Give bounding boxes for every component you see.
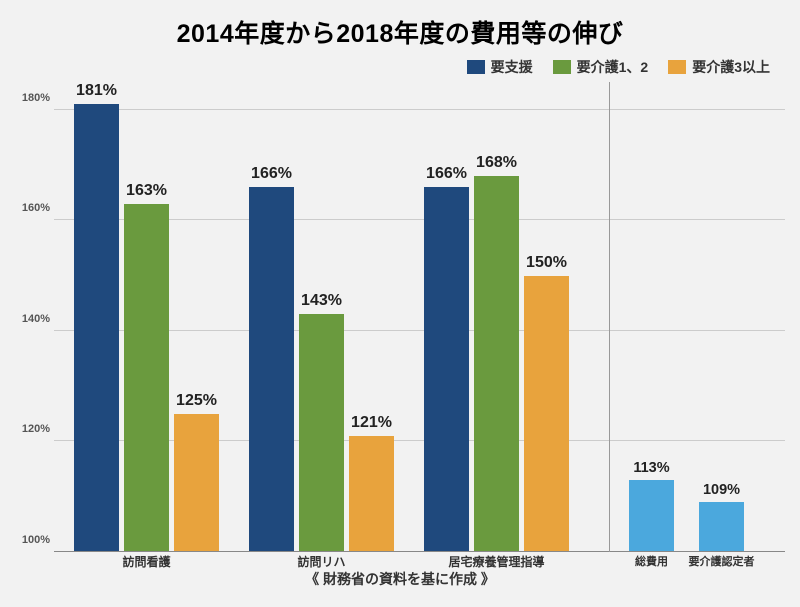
legend-item: 要介護3以上 xyxy=(668,57,770,77)
plot-area: 100%120%140%160%180% 181%163%125%166%143… xyxy=(54,82,785,552)
x-category-label: 訪問リハ xyxy=(297,553,345,570)
bar: 168% xyxy=(474,176,519,552)
legend-swatch xyxy=(467,60,485,74)
chart-title: 2014年度から2018年度の費用等の伸び xyxy=(0,0,800,50)
bar-value-label: 143% xyxy=(301,292,342,310)
y-tick-label: 100% xyxy=(22,534,50,546)
x-category-label: 訪問看護 xyxy=(122,553,170,570)
bar-value-label: 163% xyxy=(126,182,167,200)
y-tick-label: 180% xyxy=(22,92,50,104)
legend-label: 要介護3以上 xyxy=(692,57,770,77)
y-tick-label: 160% xyxy=(22,202,50,214)
y-tick-label: 120% xyxy=(22,423,50,435)
legend-label: 要支援 xyxy=(491,57,533,77)
bar: 125% xyxy=(174,414,219,552)
bar-extra: 109% xyxy=(699,502,744,552)
bar: 163% xyxy=(124,204,169,552)
bar-extra: 113% xyxy=(629,480,674,552)
bar: 166% xyxy=(249,187,294,552)
bar: 181% xyxy=(74,104,119,552)
bar-value-label: 150% xyxy=(526,254,567,272)
chart-footer: 《 財務省の資料を基に作成 》 xyxy=(0,569,800,589)
bars-layer: 181%163%125%166%143%121%166%168%150%113%… xyxy=(54,82,785,552)
bar-value-label: 113% xyxy=(633,460,669,476)
bar: 150% xyxy=(524,276,569,552)
legend-swatch xyxy=(553,60,571,74)
bar-value-label: 121% xyxy=(351,414,392,432)
bar-value-label: 168% xyxy=(476,154,517,172)
bar: 121% xyxy=(349,436,394,552)
bar-value-label: 166% xyxy=(426,165,467,183)
bar: 143% xyxy=(299,314,344,552)
legend-swatch xyxy=(668,60,686,74)
baseline xyxy=(54,551,785,552)
bar-value-label: 166% xyxy=(251,165,292,183)
bar: 166% xyxy=(424,187,469,552)
legend: 要支援 要介護1、2 要介護3以上 xyxy=(467,57,770,77)
x-category-label: 要介護認定者 xyxy=(689,553,755,569)
y-axis: 100% 120% 140% 160% 180% xyxy=(16,82,54,552)
legend-item: 要介護1、2 xyxy=(553,57,649,77)
x-category-label: 総費用 xyxy=(635,553,668,569)
bar-value-label: 109% xyxy=(703,482,740,498)
y-tick-label: 140% xyxy=(22,313,50,325)
x-axis-labels: 訪問看護 訪問リハ 居宅療養管理指導 総費用 要介護認定者 xyxy=(54,553,785,567)
legend-item: 要支援 xyxy=(467,57,533,77)
legend-label: 要介護1、2 xyxy=(577,57,649,77)
x-category-label: 居宅療養管理指導 xyxy=(448,553,544,570)
bar-value-label: 181% xyxy=(76,82,117,100)
bar-value-label: 125% xyxy=(176,392,217,410)
chart-container: 2014年度から2018年度の費用等の伸び 要支援 要介護1、2 要介護3以上 … xyxy=(0,0,800,607)
group-divider xyxy=(609,82,610,552)
